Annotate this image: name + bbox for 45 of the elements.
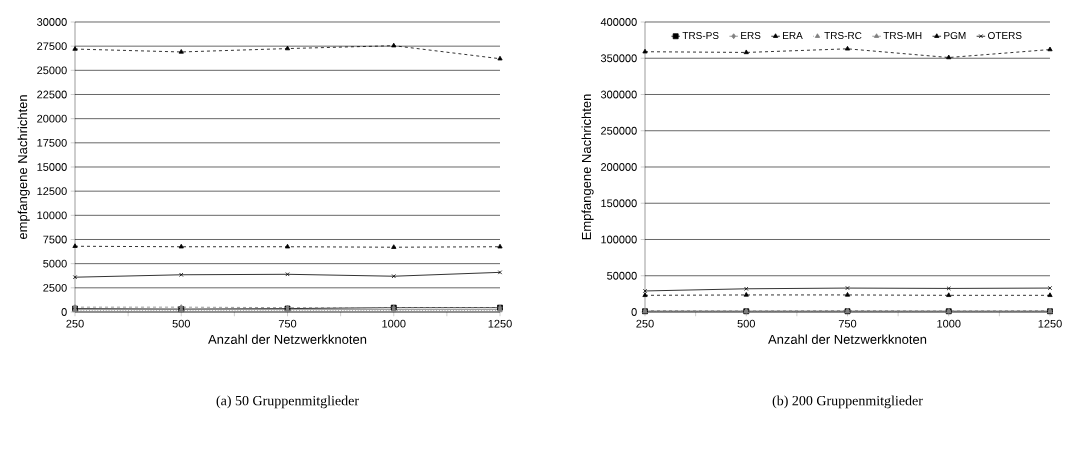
x-tick-label: 250: [636, 319, 654, 328]
x-tick-label: 1250: [488, 319, 512, 328]
y-tick-label: 300000: [600, 90, 637, 99]
y-tick-label: 10000: [37, 211, 67, 220]
y-tick-label: 5000: [43, 259, 67, 268]
legend-label: PGM: [944, 32, 966, 40]
y-tick-label: 20000: [37, 114, 67, 123]
x-tick-label: 1000: [382, 319, 406, 328]
x-tick-label: 750: [278, 319, 297, 328]
x-tick-label: 1250: [1038, 319, 1062, 328]
legend-label: TRS-RC: [824, 32, 862, 40]
x-axis-title: Anzahl der Netzwerkknoten: [208, 334, 367, 344]
y-tick-label: 7500: [43, 235, 67, 244]
y-axis-title: empfangene Nachrichten: [17, 95, 30, 240]
y-tick-label: 150000: [601, 199, 637, 208]
x-tick-label: 500: [737, 319, 755, 328]
y-tick-label: 100000: [601, 235, 637, 244]
legend-label: OTERS: [988, 32, 1022, 40]
x-tick-label: 250: [66, 319, 84, 328]
y-tick-label: 15000: [37, 163, 67, 171]
x-axis-title: Anzahl der Netzwerkknoten: [768, 334, 927, 344]
y-axis-title: Empfangene Nachrichten: [581, 94, 594, 240]
y-tick-label: 17500: [37, 138, 67, 147]
y-tick-label: 50000: [607, 271, 637, 280]
y-tick-label: 2500: [43, 283, 67, 292]
y-tick-label: 30000: [37, 18, 67, 26]
text: (b) 200 Gruppenmitglieder: [772, 395, 923, 409]
x-tick-label: 1000: [937, 319, 961, 328]
y-tick-label: 27500: [37, 42, 67, 51]
legend-label: TRS-MH: [883, 32, 922, 40]
y-tick-label: 0: [631, 308, 637, 316]
y-tick-label: 12500: [37, 187, 67, 196]
legend-label: ERS: [741, 32, 761, 40]
legend-label: ERA: [783, 32, 803, 39]
text: (a) 50 Gruppenmitglieder: [216, 395, 359, 409]
y-tick-label: 350000: [600, 54, 637, 63]
legend-label: TRS-PS: [682, 32, 719, 40]
x-tick-label: 750: [838, 319, 857, 328]
y-tick-label: 400000: [600, 18, 637, 26]
x-tick-label: 500: [172, 319, 190, 328]
y-tick-label: 0: [61, 308, 67, 316]
y-tick-label: 22500: [37, 90, 67, 99]
y-tick-label: 25000: [37, 66, 67, 75]
y-tick-label: 250000: [601, 126, 637, 135]
y-tick-label: 200000: [601, 163, 637, 171]
